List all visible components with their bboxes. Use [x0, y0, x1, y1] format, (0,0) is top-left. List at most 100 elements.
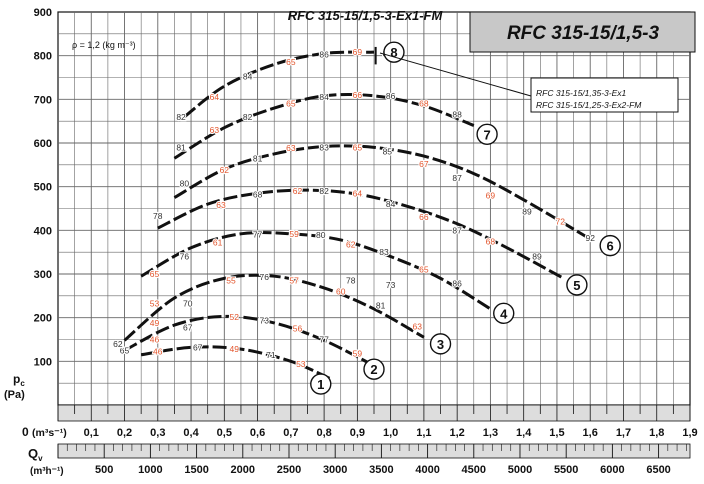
pressure-point-label: 53 — [296, 359, 306, 369]
title-box — [469, 11, 696, 53]
efficiency-point-label: 84 — [319, 92, 329, 102]
x-tick-label: 1,6 — [583, 427, 598, 439]
x2-tick-label: 5000 — [508, 464, 532, 476]
efficiency-point-label: 76 — [180, 252, 190, 262]
efficiency-point-label: 77 — [319, 335, 329, 345]
efficiency-point-label: 92 — [585, 233, 595, 243]
curve-number-circle-3 — [429, 333, 452, 355]
curve-number-label-8: 8 — [390, 45, 397, 60]
y-tick-label: 300 — [34, 269, 52, 281]
efficiency-point-label: 65 — [120, 345, 130, 355]
pressure-point-label: 65 — [353, 142, 363, 152]
y-axis-label: pc — [13, 372, 25, 388]
efficiency-point-label: 62 — [113, 339, 123, 349]
pressure-point-label: 61 — [213, 238, 223, 248]
x-tick-label: 0,2 — [117, 427, 132, 439]
efficiency-point-label: 73 — [259, 316, 269, 326]
fan-curves — [123, 46, 591, 381]
fan-curve-2 — [123, 314, 375, 368]
efficiency-point-label: 86 — [319, 49, 329, 59]
y-tick-label: 100 — [34, 356, 52, 368]
fan-curve-3 — [123, 273, 425, 342]
x2-axis-band — [57, 443, 691, 459]
curve-number-label-5: 5 — [573, 278, 580, 293]
curve-number-label-7: 7 — [483, 127, 490, 142]
pressure-point-label: 62 — [220, 165, 230, 175]
x2-tick-label: 3500 — [369, 464, 393, 476]
efficiency-point-label: 89 — [532, 252, 542, 262]
x-tick-label: 1,7 — [616, 427, 631, 439]
y-tick-label: 600 — [34, 138, 52, 150]
curve-number-label-3: 3 — [437, 337, 444, 352]
fan-curve-7 — [173, 92, 475, 160]
y-tick-label: 700 — [34, 94, 52, 106]
title-box-label: RFC 315-15/1,5-3 — [507, 23, 660, 44]
y-tick-label: 800 — [34, 51, 52, 63]
curve-number-circle-8 — [383, 41, 405, 63]
pressure-point-label: 63 — [216, 200, 226, 210]
x2-tick-label: 1500 — [184, 464, 208, 476]
x-tick-label: 1,4 — [516, 427, 532, 439]
density-label: ρ = 1,2 (kg m⁻³) — [72, 40, 136, 50]
x2-axis-unit-m3h: (m³h⁻¹) — [30, 466, 64, 477]
curve-number-label-6: 6 — [607, 239, 614, 254]
curve-number-label-4: 4 — [500, 306, 508, 321]
x-tick-label: 1,5 — [549, 427, 564, 439]
legend-leader-line — [379, 52, 532, 97]
x2-tick-label: 4500 — [462, 464, 486, 476]
x-tick-label: 0,3 — [150, 427, 165, 439]
x2-tick-label: 5500 — [554, 464, 578, 476]
pressure-point-label: 69 — [486, 190, 496, 200]
efficiency-point-label: 87 — [452, 173, 462, 183]
fan-curve-1 — [140, 345, 332, 381]
y-tick-label: 200 — [34, 313, 52, 325]
x-axis-unit-m3s: (m³s⁻¹) — [32, 427, 67, 439]
x2-tick-label: 6500 — [646, 464, 670, 476]
x-tick-label: 0,5 — [217, 427, 232, 439]
x2-tick-label: 4000 — [415, 464, 439, 476]
x2-tick-label: 500 — [95, 464, 113, 476]
pressure-point-label: 46 — [153, 346, 163, 356]
efficiency-point-label: 80 — [180, 179, 190, 189]
x-tick-label: 0,4 — [183, 427, 199, 439]
pressure-point-label: 66 — [419, 212, 429, 222]
pressure-point-label: 65 — [419, 265, 429, 275]
x-tick-label: 0,7 — [283, 427, 298, 439]
pressure-point-label: 62 — [346, 239, 356, 249]
chart-title: RFC 315-15/1,5-3-Ex1-FM — [288, 8, 444, 23]
fan-curve-5 — [157, 188, 565, 280]
efficiency-point-label: 83 — [319, 142, 329, 152]
y-tick-label: 500 — [34, 182, 52, 194]
pressure-point-label: 46 — [150, 335, 160, 345]
efficiency-point-label: 82 — [319, 186, 329, 196]
pressure-point-label: 56 — [293, 324, 303, 334]
pressure-point-label: 49 — [230, 344, 240, 354]
efficiency-point-label: 89 — [522, 207, 532, 217]
pressure-point-label: 49 — [150, 318, 160, 328]
pressure-point-label: 53 — [150, 299, 160, 309]
curve-number-label-1: 1 — [317, 377, 324, 392]
curve-number-circle-1 — [310, 373, 332, 395]
pressure-point-label: 64 — [210, 92, 220, 102]
pressure-point-label: 69 — [353, 47, 363, 57]
efficiency-point-label: 86 — [452, 279, 462, 289]
fan-curve-6 — [173, 144, 591, 241]
pressure-point-label: 52 — [230, 312, 240, 322]
fan-curve-4 — [140, 231, 492, 311]
pressure-point-label: 72 — [556, 217, 566, 227]
efficiency-point-label: 70 — [183, 299, 193, 309]
x2-tick-label: 2000 — [231, 464, 255, 476]
pressure-point-label: 57 — [289, 276, 299, 286]
curve-number-circle-6 — [599, 234, 621, 257]
curve-number-circle-5 — [566, 274, 588, 296]
efficiency-point-label: 81 — [376, 300, 386, 310]
x-tick-label: 1,9 — [682, 427, 697, 439]
efficiency-point-label: 83 — [379, 247, 389, 257]
y-tick-label: 400 — [34, 225, 52, 237]
pressure-point-label: 59 — [353, 348, 363, 358]
efficiency-point-label: 68 — [253, 190, 263, 200]
x-tick-label: 1,0 — [383, 427, 398, 439]
pressure-point-label: 60 — [336, 286, 346, 296]
